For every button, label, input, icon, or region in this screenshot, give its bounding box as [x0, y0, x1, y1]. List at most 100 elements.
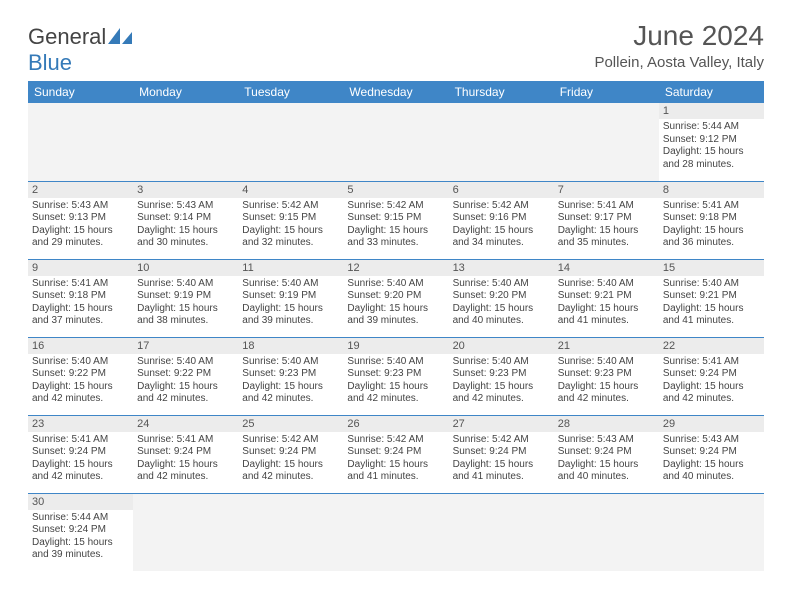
- day-number: 18: [238, 338, 343, 354]
- day-number: 1: [659, 103, 764, 119]
- day-number: 22: [659, 338, 764, 354]
- day-number: 11: [238, 260, 343, 276]
- day-cell: 24Sunrise: 5:41 AMSunset: 9:24 PMDayligh…: [133, 415, 238, 493]
- day-number: 12: [343, 260, 448, 276]
- calendar-table: Sunday Monday Tuesday Wednesday Thursday…: [28, 81, 764, 571]
- daynum-blank: [133, 103, 238, 120]
- title-block: June 2024 Pollein, Aosta Valley, Italy: [594, 20, 764, 71]
- page-title: June 2024: [594, 20, 764, 52]
- col-mon: Monday: [133, 81, 238, 103]
- day-number: 10: [133, 260, 238, 276]
- day-cell: 1Sunrise: 5:44 AMSunset: 9:12 PMDaylight…: [659, 103, 764, 181]
- day-cell: [238, 493, 343, 571]
- header: General June 2024 Pollein, Aosta Valley,…: [28, 20, 764, 71]
- day-details: Sunrise: 5:40 AMSunset: 9:19 PMDaylight:…: [238, 276, 343, 332]
- day-details: Sunrise: 5:41 AMSunset: 9:17 PMDaylight:…: [554, 198, 659, 254]
- day-cell: 30Sunrise: 5:44 AMSunset: 9:24 PMDayligh…: [28, 493, 133, 571]
- day-details: Sunrise: 5:40 AMSunset: 9:21 PMDaylight:…: [659, 276, 764, 332]
- day-number: 23: [28, 416, 133, 432]
- daynum-blank: [449, 494, 554, 511]
- daynum-blank: [554, 103, 659, 120]
- day-details: Sunrise: 5:40 AMSunset: 9:23 PMDaylight:…: [343, 354, 448, 410]
- week-row: 1Sunrise: 5:44 AMSunset: 9:12 PMDaylight…: [28, 103, 764, 181]
- day-details: Sunrise: 5:41 AMSunset: 9:18 PMDaylight:…: [659, 198, 764, 254]
- day-number: 9: [28, 260, 133, 276]
- daynum-blank: [449, 103, 554, 120]
- location-text: Pollein, Aosta Valley, Italy: [594, 54, 764, 71]
- day-cell: [238, 103, 343, 181]
- day-details: Sunrise: 5:40 AMSunset: 9:20 PMDaylight:…: [343, 276, 448, 332]
- day-cell: [133, 103, 238, 181]
- day-details: Sunrise: 5:41 AMSunset: 9:24 PMDaylight:…: [659, 354, 764, 410]
- day-cell: 3Sunrise: 5:43 AMSunset: 9:14 PMDaylight…: [133, 181, 238, 259]
- day-details: Sunrise: 5:41 AMSunset: 9:18 PMDaylight:…: [28, 276, 133, 332]
- col-fri: Friday: [554, 81, 659, 103]
- daynum-blank: [554, 494, 659, 511]
- day-header-row: Sunday Monday Tuesday Wednesday Thursday…: [28, 81, 764, 103]
- day-number: 6: [449, 182, 554, 198]
- week-row: 30Sunrise: 5:44 AMSunset: 9:24 PMDayligh…: [28, 493, 764, 571]
- day-details: Sunrise: 5:40 AMSunset: 9:23 PMDaylight:…: [554, 354, 659, 410]
- day-details: Sunrise: 5:40 AMSunset: 9:20 PMDaylight:…: [449, 276, 554, 332]
- day-cell: 8Sunrise: 5:41 AMSunset: 9:18 PMDaylight…: [659, 181, 764, 259]
- day-cell: [343, 493, 448, 571]
- day-number: 7: [554, 182, 659, 198]
- week-row: 9Sunrise: 5:41 AMSunset: 9:18 PMDaylight…: [28, 259, 764, 337]
- daynum-blank: [343, 494, 448, 511]
- day-details: Sunrise: 5:43 AMSunset: 9:24 PMDaylight:…: [659, 432, 764, 488]
- day-number: 8: [659, 182, 764, 198]
- day-number: 15: [659, 260, 764, 276]
- day-details: Sunrise: 5:40 AMSunset: 9:22 PMDaylight:…: [28, 354, 133, 410]
- day-details: Sunrise: 5:40 AMSunset: 9:19 PMDaylight:…: [133, 276, 238, 332]
- day-cell: 2Sunrise: 5:43 AMSunset: 9:13 PMDaylight…: [28, 181, 133, 259]
- daynum-blank: [238, 494, 343, 511]
- day-details: Sunrise: 5:42 AMSunset: 9:24 PMDaylight:…: [343, 432, 448, 488]
- day-cell: [343, 103, 448, 181]
- day-cell: 9Sunrise: 5:41 AMSunset: 9:18 PMDaylight…: [28, 259, 133, 337]
- col-sat: Saturday: [659, 81, 764, 103]
- day-cell: 19Sunrise: 5:40 AMSunset: 9:23 PMDayligh…: [343, 337, 448, 415]
- day-number: 21: [554, 338, 659, 354]
- day-cell: 26Sunrise: 5:42 AMSunset: 9:24 PMDayligh…: [343, 415, 448, 493]
- day-details: Sunrise: 5:42 AMSunset: 9:15 PMDaylight:…: [238, 198, 343, 254]
- week-row: 23Sunrise: 5:41 AMSunset: 9:24 PMDayligh…: [28, 415, 764, 493]
- day-cell: 18Sunrise: 5:40 AMSunset: 9:23 PMDayligh…: [238, 337, 343, 415]
- day-number: 27: [449, 416, 554, 432]
- week-row: 2Sunrise: 5:43 AMSunset: 9:13 PMDaylight…: [28, 181, 764, 259]
- logo-text-blue: Blue: [28, 50, 72, 76]
- day-number: 30: [28, 494, 133, 510]
- day-cell: 23Sunrise: 5:41 AMSunset: 9:24 PMDayligh…: [28, 415, 133, 493]
- day-cell: 16Sunrise: 5:40 AMSunset: 9:22 PMDayligh…: [28, 337, 133, 415]
- day-number: 19: [343, 338, 448, 354]
- daynum-blank: [659, 494, 764, 511]
- day-number: 17: [133, 338, 238, 354]
- day-number: 14: [554, 260, 659, 276]
- daynum-blank: [28, 103, 133, 120]
- col-tue: Tuesday: [238, 81, 343, 103]
- day-cell: [659, 493, 764, 571]
- col-thu: Thursday: [449, 81, 554, 103]
- daynum-blank: [343, 103, 448, 120]
- daynum-blank: [238, 103, 343, 120]
- logo-text-general: General: [28, 24, 106, 50]
- day-number: 3: [133, 182, 238, 198]
- week-row: 16Sunrise: 5:40 AMSunset: 9:22 PMDayligh…: [28, 337, 764, 415]
- logo: General: [28, 24, 134, 50]
- daynum-blank: [133, 494, 238, 511]
- day-cell: 12Sunrise: 5:40 AMSunset: 9:20 PMDayligh…: [343, 259, 448, 337]
- day-number: 16: [28, 338, 133, 354]
- day-cell: [28, 103, 133, 181]
- day-details: Sunrise: 5:40 AMSunset: 9:21 PMDaylight:…: [554, 276, 659, 332]
- day-cell: 11Sunrise: 5:40 AMSunset: 9:19 PMDayligh…: [238, 259, 343, 337]
- day-number: 24: [133, 416, 238, 432]
- day-number: 29: [659, 416, 764, 432]
- day-details: Sunrise: 5:43 AMSunset: 9:13 PMDaylight:…: [28, 198, 133, 254]
- day-number: 13: [449, 260, 554, 276]
- day-details: Sunrise: 5:42 AMSunset: 9:15 PMDaylight:…: [343, 198, 448, 254]
- day-cell: [554, 103, 659, 181]
- day-cell: 7Sunrise: 5:41 AMSunset: 9:17 PMDaylight…: [554, 181, 659, 259]
- day-number: 25: [238, 416, 343, 432]
- day-number: 5: [343, 182, 448, 198]
- day-cell: 13Sunrise: 5:40 AMSunset: 9:20 PMDayligh…: [449, 259, 554, 337]
- day-details: Sunrise: 5:41 AMSunset: 9:24 PMDaylight:…: [28, 432, 133, 488]
